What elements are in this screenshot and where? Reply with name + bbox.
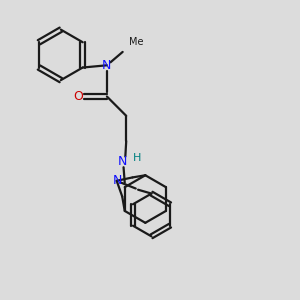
Text: Me: Me: [129, 37, 143, 46]
Text: N: N: [113, 174, 123, 187]
Text: N: N: [118, 155, 127, 168]
Text: H: H: [133, 153, 141, 163]
Text: O: O: [73, 90, 83, 103]
Text: N: N: [102, 59, 112, 72]
